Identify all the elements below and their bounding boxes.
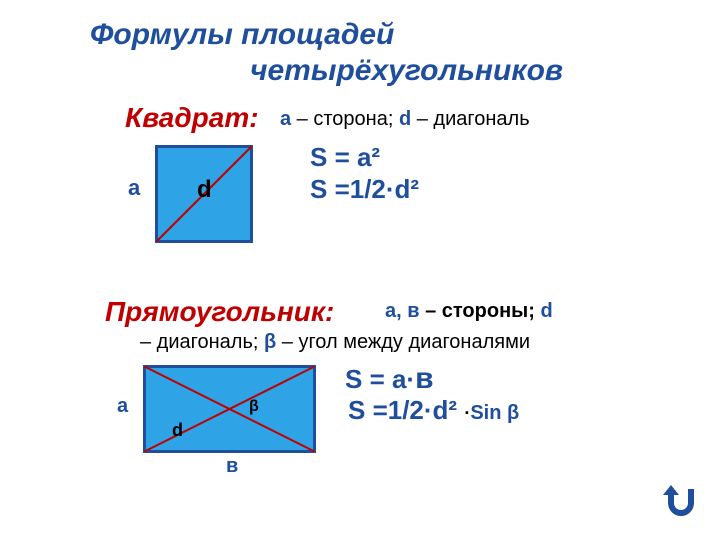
rectangle-formula-1: S = a·в	[345, 362, 434, 396]
legend-txt-angle: – угол между диагоналями	[276, 331, 530, 353]
legend-var-d: d	[399, 108, 411, 130]
rectangle-legend-2: – диагональ; β – угол между диагоналями	[140, 331, 530, 354]
legend-var-beta: β	[264, 331, 276, 353]
square-formula-1: S = a²	[310, 142, 380, 173]
rectangle-label-beta: β	[249, 398, 259, 416]
page-title-line2: четырёхугольников	[250, 54, 563, 88]
square-legend: a – сторона; d – диагональ	[280, 108, 530, 131]
rectangle-heading: Прямоугольник:	[105, 296, 334, 328]
square-label-d: d	[197, 176, 212, 204]
square-heading: Квадрат:	[125, 102, 259, 134]
rectangle-label-a: a	[117, 395, 128, 418]
legend-var-ab: a, в	[385, 300, 420, 322]
rectangle-legend-1: a, в – стороны; d	[385, 300, 553, 323]
legend-var-d2: d	[540, 300, 552, 322]
u-turn-back-icon	[657, 483, 697, 523]
legend-txt-a: – сторона;	[291, 108, 399, 130]
legend-txt-sides: – стороны;	[420, 300, 541, 322]
rect-f1-pre: S = a·	[345, 364, 415, 394]
rect-f2-pre: S =1/2·d²	[348, 395, 464, 425]
legend-var-a: a	[280, 108, 291, 130]
rectangle-diagram	[143, 365, 319, 457]
rectangle-label-b: в	[226, 455, 238, 478]
square-formula-2: S =1/2·d²	[310, 174, 419, 205]
rectangle-label-d: d	[172, 420, 183, 441]
legend-txt-diag: – диагональ;	[140, 331, 264, 353]
square-label-a: a	[128, 175, 140, 201]
legend-txt-d: – диагональ	[411, 108, 529, 130]
nav-back-button[interactable]	[656, 482, 698, 524]
page-title-line1: Формулы площадей	[90, 18, 394, 52]
rectangle-formula-2: S =1/2·d² ·Sin β	[348, 395, 519, 426]
rect-f2-sin: Sin β	[470, 402, 519, 424]
rect-f1-b: в	[415, 362, 433, 395]
